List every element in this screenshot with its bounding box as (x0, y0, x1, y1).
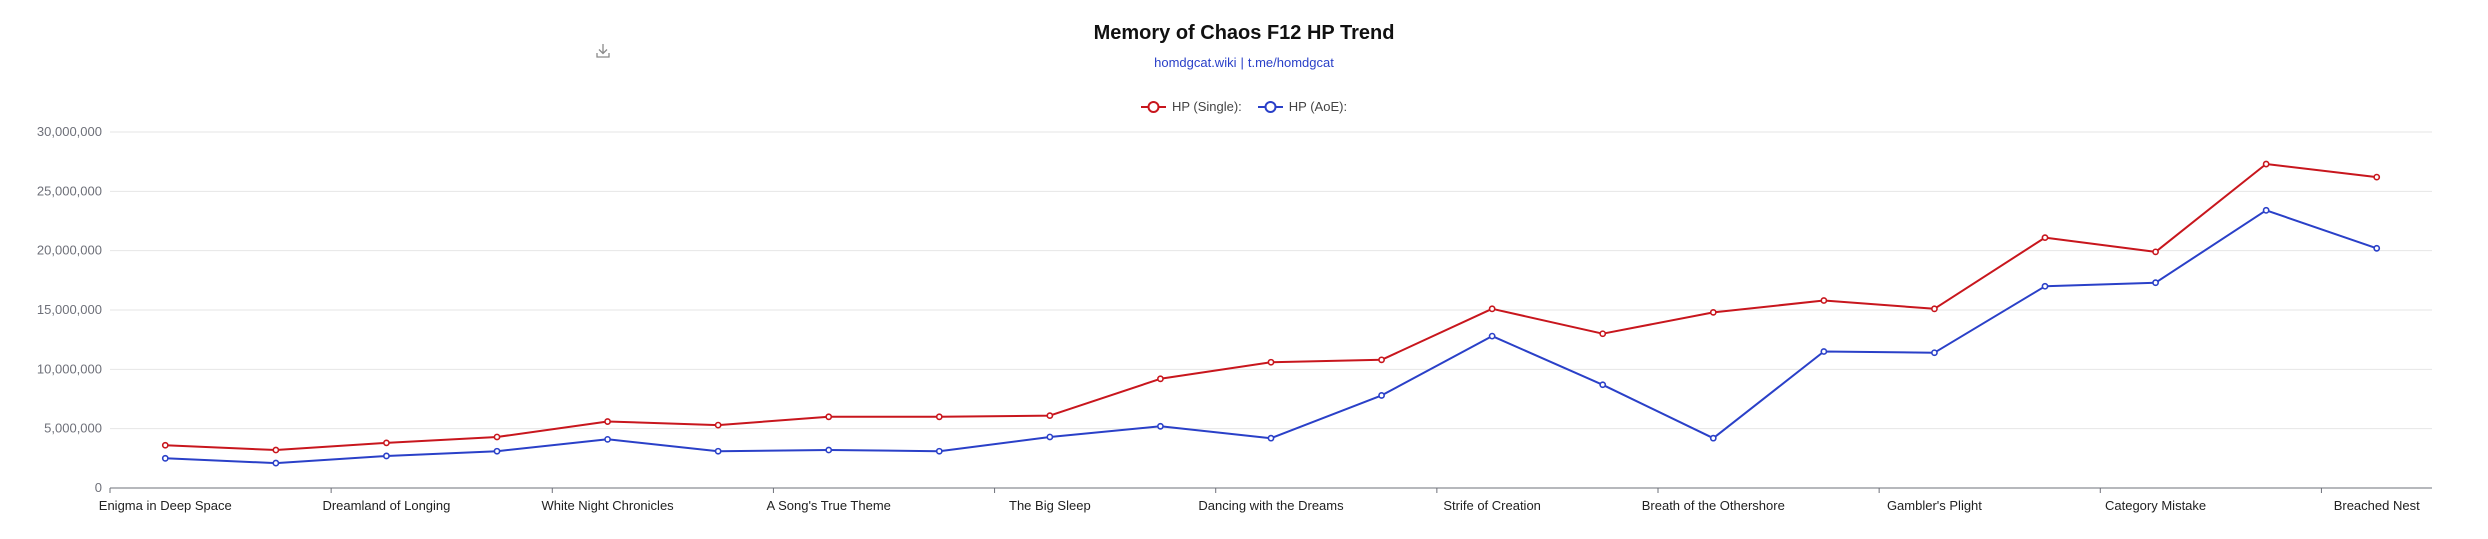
chart-legend: HP (Single): HP (AoE): (0, 99, 2488, 114)
subtitle-separator: | (1240, 55, 1244, 70)
data-point-aoe (935, 447, 943, 455)
data-point-aoe (1599, 381, 1607, 389)
y-tick-label: 10,000,000 (37, 361, 102, 376)
data-point-aoe (493, 447, 501, 455)
series-line-aoe (165, 209, 2378, 465)
data-point-single (272, 446, 280, 454)
data-point-aoe (1267, 434, 1275, 442)
data-point-aoe (2152, 279, 2159, 287)
data-point-aoe (1046, 433, 1054, 441)
legend-label-single: HP (Single): (1171, 99, 1242, 114)
legend-label-aoe: HP (AoE): (1288, 99, 1348, 114)
legend-item-aoe[interactable]: HP (AoE): (1257, 99, 1348, 114)
data-point-single (1267, 358, 1275, 366)
x-tick-label: A Song's True Theme (767, 498, 891, 513)
data-point-single (1488, 305, 1496, 313)
download-icon[interactable] (593, 41, 613, 61)
data-point-aoe (161, 454, 169, 462)
x-tick-label: Gambler's Plight (1887, 498, 1982, 513)
y-tick-label: 20,000,000 (37, 243, 102, 258)
x-tick-label: Strife of Creation (1443, 498, 1541, 513)
wiki-link[interactable]: homdgcat.wiki (1154, 55, 1237, 70)
y-tick-label: 25,000,000 (37, 183, 102, 198)
data-point-aoe (2041, 282, 2049, 290)
chart-subtitle: homdgcat.wiki | t.me/homdgcat (0, 55, 2488, 70)
data-point-single (2041, 234, 2049, 242)
y-tick-label: 15,000,000 (37, 302, 102, 317)
data-point-single (1378, 356, 1385, 364)
x-tick-label: The Big Sleep (1009, 498, 1091, 513)
data-point-aoe (1820, 348, 1828, 355)
y-tick-label: 0 (95, 480, 102, 495)
legend-marker-single (1140, 100, 1166, 113)
data-point-single (1157, 375, 1164, 383)
data-point-aoe (2373, 244, 2381, 252)
x-tick-label: White Night Chronicles (541, 498, 674, 513)
data-point-aoe (1709, 434, 1717, 442)
data-point-single (161, 441, 169, 449)
data-point-aoe (1157, 422, 1164, 430)
x-tick-label: Breath of the Othershore (1642, 498, 1785, 513)
data-point-single (1709, 308, 1717, 316)
data-point-aoe (272, 459, 280, 467)
data-point-single (604, 418, 611, 425)
x-tick-label: Dreamland of Longing (322, 498, 450, 513)
data-point-aoe (714, 447, 722, 455)
legend-marker-aoe (1257, 100, 1283, 113)
x-tick-label: Category Mistake (2105, 498, 2206, 513)
data-point-single (1599, 330, 1607, 338)
data-point-aoe (383, 452, 390, 460)
data-point-single (2373, 173, 2381, 181)
data-point-single (714, 421, 722, 429)
data-point-single (1820, 297, 1828, 304)
data-point-aoe (1931, 349, 1938, 357)
data-point-single (383, 439, 390, 447)
telegram-link[interactable]: t.me/homdgcat (1247, 55, 1334, 70)
data-point-single (1046, 412, 1054, 420)
data-point-single (493, 433, 501, 441)
x-tick-label: Dancing with the Dreams (1198, 498, 1344, 513)
series-line-single (165, 163, 2377, 451)
legend-item-single[interactable]: HP (Single): (1140, 99, 1242, 114)
data-point-aoe (1488, 332, 1496, 340)
data-point-aoe (1378, 392, 1385, 399)
data-point-single (935, 413, 943, 421)
chart-title: Memory of Chaos F12 HP Trend (1093, 22, 1395, 44)
data-point-single (2262, 160, 2270, 168)
data-point-aoe (2262, 206, 2270, 214)
y-tick-label: 30,000,000 (37, 124, 102, 139)
data-point-single (825, 413, 833, 421)
y-tick-label: 5,000,000 (44, 421, 102, 436)
data-point-single (1931, 305, 1938, 313)
data-point-single (2152, 248, 2159, 256)
x-tick-label: Breached Nest (2334, 498, 2420, 513)
data-point-aoe (604, 435, 611, 443)
x-tick-label: Enigma in Deep Space (99, 498, 232, 513)
data-point-aoe (825, 446, 833, 454)
